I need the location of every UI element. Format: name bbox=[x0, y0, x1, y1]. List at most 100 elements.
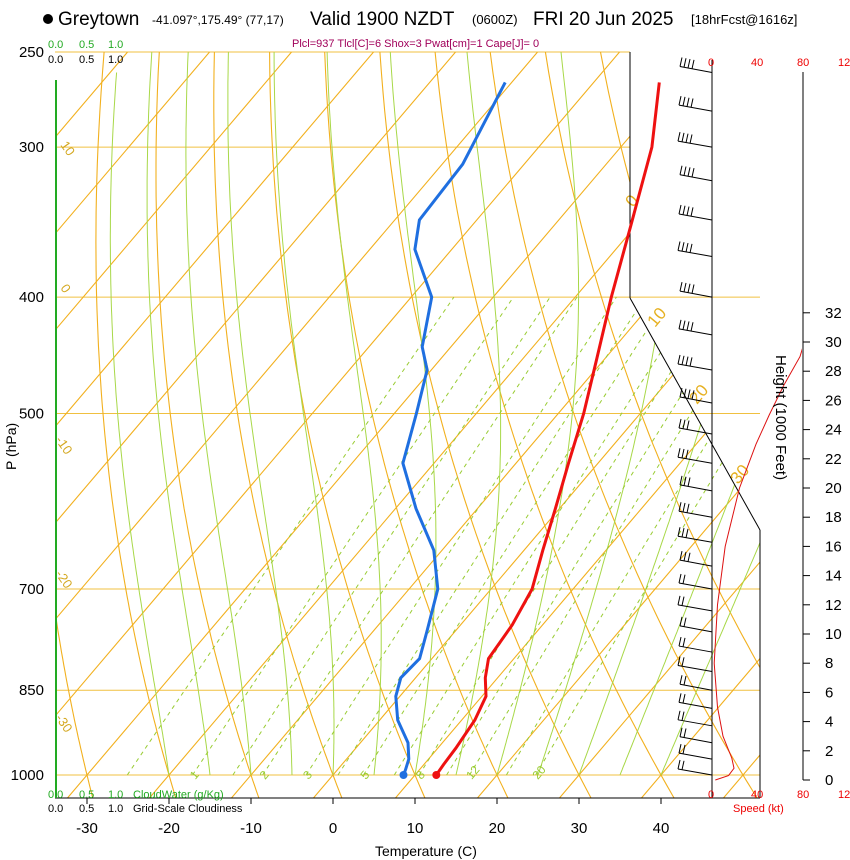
cloudwater-top-tick: 1.0 bbox=[108, 39, 123, 51]
wind-barb-staff bbox=[677, 535, 713, 543]
wind-barb-feather bbox=[678, 693, 682, 703]
wind-barb-feather bbox=[677, 710, 681, 720]
mixing-ratio-lines bbox=[126, 296, 760, 776]
wind-barb-feather bbox=[691, 168, 695, 178]
pressure-ticks: 250 300 400 500 700 850 1000 bbox=[11, 44, 44, 784]
isotherm-line bbox=[474, 52, 760, 798]
cloudwater-top-tick: 0.0 bbox=[48, 39, 63, 51]
wind-barb-feather bbox=[679, 387, 683, 398]
speed-bottom-axis: 0 40 80 12 Speed (kt) bbox=[708, 789, 850, 815]
cloudiness-bottom-tick: 1.0 bbox=[108, 803, 123, 815]
height-tick: 16 bbox=[825, 538, 842, 555]
wind-barb-feather bbox=[682, 502, 686, 513]
height-tick: 14 bbox=[825, 568, 842, 585]
temperature-axis-label: Temperature (C) bbox=[375, 843, 477, 859]
wind-barb-feather bbox=[689, 134, 693, 144]
wind-barb-feather bbox=[689, 357, 693, 367]
temperature-tick: 20 bbox=[489, 820, 506, 837]
wind-barb-staff bbox=[678, 328, 713, 336]
moist-adiabat-line bbox=[389, 52, 437, 776]
cloudwater-bottom-tick: 0.5 bbox=[79, 789, 94, 801]
temperature-tick: -30 bbox=[76, 820, 98, 837]
wind-barb-staff bbox=[678, 213, 713, 221]
mixing-ratio-label: 12 bbox=[463, 763, 483, 782]
mixing-ratio-line bbox=[305, 296, 617, 776]
moist-adiabat-line bbox=[496, 52, 580, 776]
wind-barb-feather bbox=[678, 573, 682, 584]
wind-barb-feather bbox=[677, 595, 681, 605]
forecast-run: [18hrFcst@1616z] bbox=[691, 12, 797, 27]
moist-adiabat-line bbox=[227, 52, 293, 776]
wind-barb-feather bbox=[679, 475, 683, 486]
temperature-tick: -20 bbox=[158, 820, 180, 837]
wind-barb-feather bbox=[679, 675, 683, 685]
wind-barb-feather bbox=[689, 243, 693, 253]
cloudiness-bottom-tick: 0.5 bbox=[79, 803, 94, 815]
station-coords: -41.097°,175.49° (77,17) bbox=[152, 13, 284, 27]
wind-barb-feather bbox=[682, 694, 686, 704]
dry-adiabat-lines bbox=[55, 52, 760, 798]
wind-barb-staff bbox=[679, 683, 713, 691]
wind-barb-feather bbox=[683, 282, 687, 293]
pressure-tick: 250 bbox=[19, 44, 44, 61]
isobar-lines bbox=[55, 51, 760, 776]
wind-barb-feather bbox=[683, 476, 687, 486]
moist-adiabat-line bbox=[660, 52, 760, 776]
wind-barb-feather bbox=[691, 390, 695, 400]
wind-barb-feather bbox=[685, 528, 689, 538]
isotherm-line bbox=[55, 52, 229, 798]
mixing-ratio-line bbox=[535, 296, 760, 776]
wind-barb-staff bbox=[678, 510, 713, 518]
speed-top-axis: 0 40 80 12 bbox=[708, 57, 850, 69]
wind-barb-staff bbox=[677, 249, 713, 257]
wind-barb-feather bbox=[679, 727, 683, 737]
wind-barb-staff bbox=[679, 559, 713, 567]
wind-barb-staff bbox=[679, 625, 713, 633]
isotherm-lines bbox=[55, 52, 760, 798]
pressure-tick: 400 bbox=[19, 289, 44, 306]
moist-adiabat-label: 30 bbox=[727, 461, 754, 488]
height-tick: 2 bbox=[825, 743, 833, 760]
wind-barb-feather bbox=[687, 552, 691, 562]
dry-adiabat-line bbox=[268, 52, 427, 798]
height-tick: 8 bbox=[825, 655, 833, 672]
mixing-ratio-label: 20 bbox=[529, 763, 549, 782]
stability-indices: Plcl=937 Tlcl[C]=6 Shox=3 Pwat[cm]=1 Cap… bbox=[292, 38, 539, 50]
dry-adiabat-label: 10 bbox=[58, 138, 79, 158]
dry-adiabat-label: 0 bbox=[58, 281, 74, 296]
wind-barb-feather bbox=[678, 204, 682, 215]
temperature-tick: 0 bbox=[329, 820, 337, 837]
moist-adiabat-line bbox=[537, 52, 675, 776]
wind-barb-staff bbox=[677, 604, 713, 612]
pressure-tick: 850 bbox=[19, 682, 44, 699]
pressure-tick: 500 bbox=[19, 406, 44, 423]
mixing-ratio-line bbox=[505, 296, 760, 776]
cloudwater-top-axis: 0.0 0.5 1.0 0.0 0.5 1.0 bbox=[48, 39, 123, 66]
wind-barb-staff bbox=[677, 719, 713, 727]
speed-label: Speed (kt) bbox=[733, 803, 784, 815]
dry-adiabat-line bbox=[323, 52, 510, 798]
wind-barb-feather bbox=[682, 574, 686, 584]
wind-barb-feather bbox=[685, 242, 689, 253]
height-tick: 20 bbox=[825, 480, 842, 497]
wind-barb-feather bbox=[682, 637, 686, 647]
isotherm-line bbox=[55, 52, 639, 798]
speed-top-tick: 40 bbox=[751, 57, 763, 69]
wind-barb-staff bbox=[679, 290, 713, 298]
cloudwater-bottom-tick: 1.0 bbox=[108, 789, 123, 801]
moist-adiabat-line bbox=[578, 52, 760, 776]
wind-barb-staff bbox=[678, 701, 713, 709]
temperature-tick: -10 bbox=[240, 820, 262, 837]
height-tick: 12 bbox=[825, 597, 842, 614]
wind-barb-feather bbox=[686, 420, 690, 430]
mixing-ratio-line bbox=[126, 296, 455, 776]
wind-barb-feather bbox=[677, 354, 681, 365]
wind-barb-feather bbox=[677, 448, 681, 458]
moist-adiabat-line bbox=[185, 52, 252, 776]
wind-barb-staff bbox=[678, 645, 713, 653]
isotherm-line bbox=[55, 52, 475, 798]
wind-barb-feather bbox=[691, 59, 695, 69]
wind-barb-staff bbox=[677, 140, 713, 148]
wind-barb-feather bbox=[681, 132, 685, 142]
wind-barb-feather bbox=[679, 616, 683, 626]
